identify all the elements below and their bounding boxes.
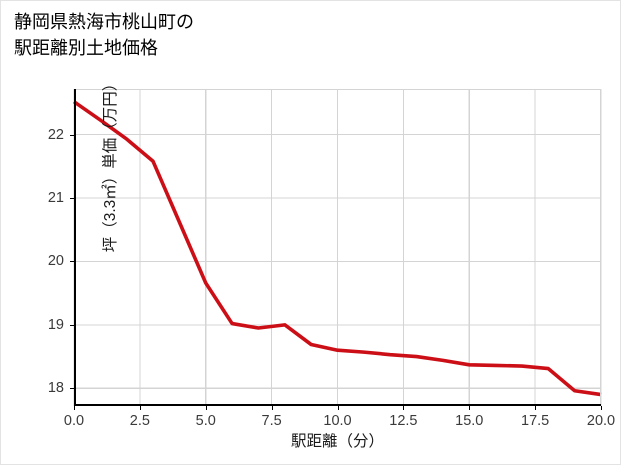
- x-tick-mark: [271, 406, 273, 410]
- page-title: 静岡県熱海市桃山町の 駅距離別土地価格: [14, 12, 194, 59]
- y-tick-label: 21: [47, 190, 64, 207]
- y-tick-label: 20: [47, 253, 64, 270]
- x-tick-mark: [535, 406, 537, 410]
- series-layer: [72, 100, 602, 397]
- x-tick-mark: [601, 406, 602, 410]
- x-tick-mark: [205, 406, 207, 410]
- x-tick-label: 15.0: [455, 413, 484, 429]
- gridlines: [73, 89, 602, 406]
- x-tick-mark: [74, 406, 75, 410]
- axis-spines: [74, 88, 602, 406]
- y-tick-mark: [70, 261, 74, 263]
- x-tick-mark: [469, 406, 471, 410]
- x-tick-label: 2.5: [129, 413, 150, 429]
- y-tick-mark: [70, 134, 74, 136]
- x-tick-label: 10.0: [323, 413, 352, 429]
- x-tick-mark: [403, 406, 405, 410]
- x-tick-mark: [139, 406, 141, 410]
- y-tick-mark: [70, 324, 74, 326]
- y-axis-label: 坪（3.3㎡）単価（万円）: [102, 75, 119, 253]
- x-tick-label: 17.5: [521, 413, 550, 429]
- x-tick-mark: [337, 406, 339, 410]
- y-tick-mark: [70, 198, 74, 200]
- line-series-tsubo-tanka: [72, 100, 602, 397]
- x-tick-label: 12.5: [389, 413, 418, 429]
- plot-area: 0.0 2.5 5.0 7.5 10.0 12.5 15.0 17.5 20.0 18 19 20 2…: [48, 88, 615, 429]
- y-tick-label: 19: [47, 316, 64, 333]
- x-tick-label: 20.0: [586, 413, 616, 429]
- x-tick-label: 0.0: [63, 413, 85, 429]
- y-tick-label: 18: [47, 380, 64, 397]
- x-tick-label: 7.5: [261, 413, 282, 429]
- y-tick-mark: [70, 388, 74, 390]
- x-tick-label: 5.0: [195, 413, 216, 429]
- x-axis-label: 駅距離（分）: [290, 433, 384, 450]
- y-tick-label: 22: [47, 126, 64, 143]
